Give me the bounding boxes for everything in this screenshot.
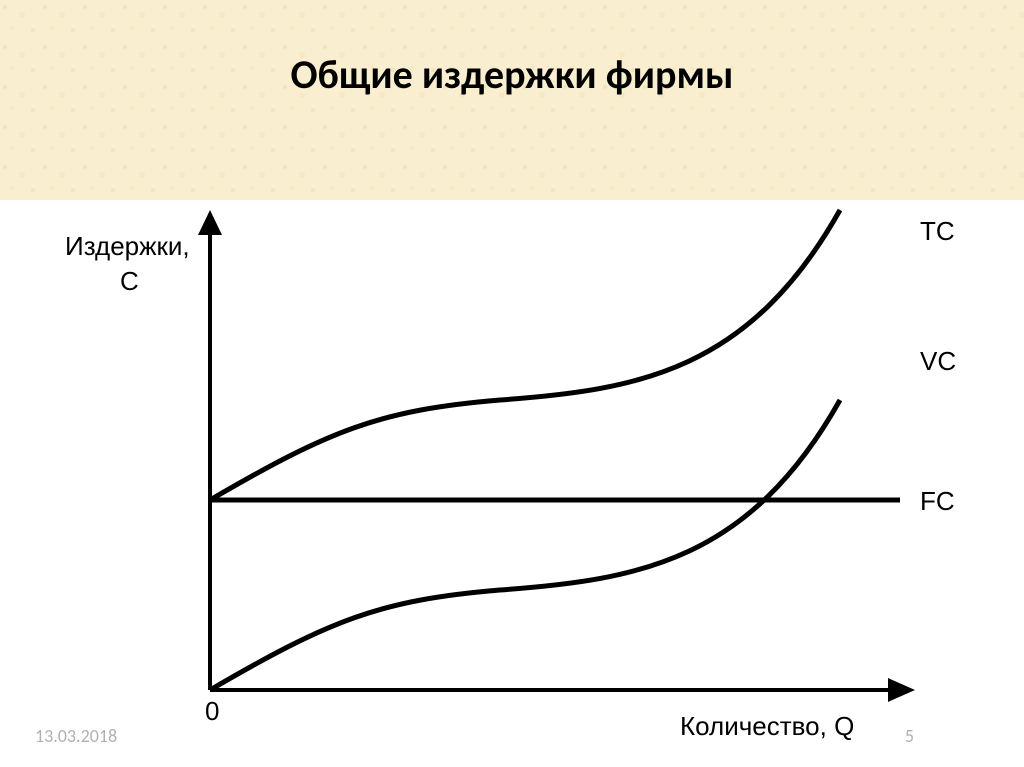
- y-axis-label-line1: Издержки,: [65, 231, 190, 261]
- footer-date: 13.03.2018: [35, 725, 117, 747]
- x-axis-arrow: [888, 678, 915, 702]
- x-axis-label: Количество, Q: [680, 711, 854, 740]
- slide-background-texture: [0, 0, 1024, 200]
- tc-curve: [210, 210, 840, 500]
- slide-title: Общие издержки фирмы: [0, 50, 1024, 99]
- fc-label: FC: [920, 486, 955, 516]
- footer-page-number: 5: [905, 725, 914, 747]
- cost-curves-chart: Издержки, C 0 Количество, Q TC VC FC: [0, 200, 1024, 740]
- chart-svg: Издержки, C 0 Количество, Q TC VC FC: [0, 200, 1024, 740]
- y-axis-arrow: [198, 210, 222, 235]
- vc-curve: [210, 400, 840, 690]
- slide: Общие издержки фирмы Издержки, C 0 Колич…: [0, 0, 1024, 767]
- y-axis-label-line2: C: [120, 266, 139, 296]
- tc-label: TC: [920, 216, 955, 246]
- origin-label: 0: [205, 696, 219, 726]
- vc-label: VC: [920, 346, 956, 376]
